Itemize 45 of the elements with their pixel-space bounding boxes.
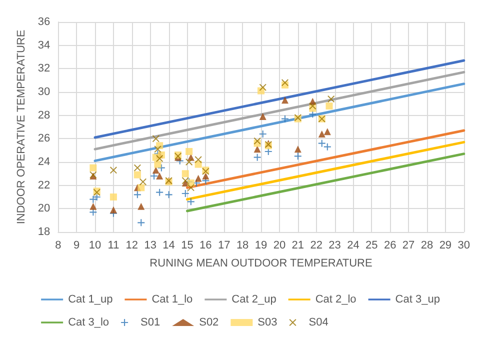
x-tick-label: 14 <box>162 240 175 252</box>
y-tick-label: 28 <box>38 109 50 122</box>
y-tick-label: 32 <box>38 62 50 75</box>
x-tick-label: 19 <box>254 240 268 252</box>
x-tick-label: 13 <box>144 240 156 252</box>
x-tick-label: 25 <box>366 240 378 252</box>
legend-label: Cat 3_up <box>395 294 440 306</box>
y-tick-label: 36 <box>38 16 50 28</box>
legend-label: Cat 2_up <box>232 294 276 306</box>
x-tick-label: 23 <box>328 240 341 252</box>
x-tick-label: 22 <box>310 240 322 252</box>
x-tick-label: 20 <box>273 240 286 252</box>
y-tick-label: 26 <box>38 132 50 145</box>
legend-label: S04 <box>308 316 328 328</box>
y-tick-label: 22 <box>38 179 50 192</box>
y-tick-label: 34 <box>38 39 50 52</box>
x-tick-label: 11 <box>108 240 120 252</box>
x-tick-label: 27 <box>402 240 415 252</box>
y-axis-title: INDOOR OPERATIVE TEMPERATURE <box>16 30 28 224</box>
x-tick-label: 18 <box>236 240 249 252</box>
y-tick-label: 24 <box>38 156 50 168</box>
x-tick-label: 12 <box>126 240 138 252</box>
legend-label: Cat 1_up <box>68 294 113 306</box>
legend-label: S03 <box>258 316 278 328</box>
x-tick-label: 21 <box>292 240 304 252</box>
x-tick-label: 30 <box>458 240 470 252</box>
y-tick-label: 30 <box>38 86 50 98</box>
x-tick-label: 17 <box>218 240 230 252</box>
x-axis-title: RUNING MEAN OUTDOOR TEMPERATURE <box>150 258 372 270</box>
x-tick-label: 16 <box>200 240 212 252</box>
legend-label: S01 <box>140 316 160 328</box>
legend-label: Cat 2_lo <box>315 294 356 306</box>
y-tick-label: 18 <box>38 226 50 238</box>
x-tick-label: 26 <box>384 240 396 252</box>
legend-label: Cat 1_lo <box>152 294 193 306</box>
y-tick-label: 20 <box>38 202 50 215</box>
legend-label: Cat 3_lo <box>68 316 110 328</box>
x-tick-label: 29 <box>439 240 452 252</box>
x-tick-label: 8 <box>55 240 62 252</box>
legend-label: S02 <box>199 316 219 328</box>
x-tick-label: 10 <box>88 240 102 252</box>
x-tick-label: 15 <box>181 240 194 252</box>
x-tick-label: 24 <box>347 240 360 252</box>
x-tick-label: 9 <box>74 240 80 252</box>
x-tick-label: 28 <box>420 240 434 252</box>
